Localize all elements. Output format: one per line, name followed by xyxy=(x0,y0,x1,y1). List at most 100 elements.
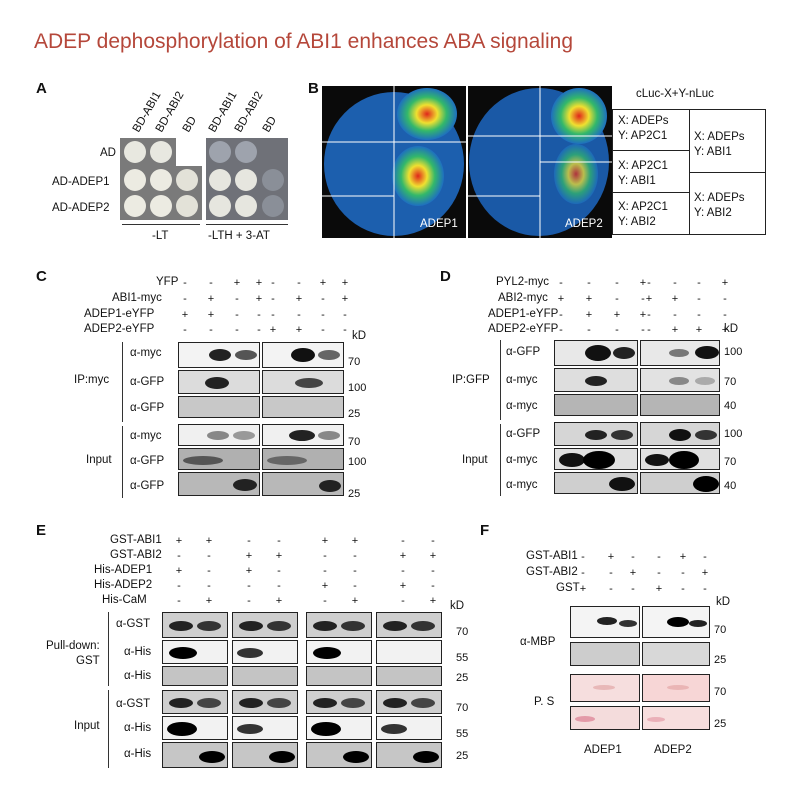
condition-symbol: + xyxy=(351,535,359,547)
condition-symbol: - xyxy=(277,535,281,547)
condition-symbol: - xyxy=(353,580,357,592)
kd-label: kD xyxy=(716,596,731,608)
condition-symbol: + xyxy=(245,565,253,577)
condition-symbol: - xyxy=(647,324,651,336)
blot-strip xyxy=(554,448,638,470)
condition-label: ADEP2-eYFP xyxy=(84,323,155,335)
condition-symbol: + xyxy=(175,535,183,547)
condition-symbol: - xyxy=(581,551,585,563)
mw-marker: 25 xyxy=(456,750,469,762)
key-cell: X: AP2C1 xyxy=(618,160,668,172)
condition-label: GST-ABI2 xyxy=(526,566,578,578)
condition-symbol: - xyxy=(615,293,619,305)
condition-symbol: + xyxy=(613,309,621,321)
condition-symbol: - xyxy=(177,580,181,592)
stain-strip xyxy=(642,706,710,730)
condition-symbol: - xyxy=(323,595,327,607)
group-label: Pull-down: xyxy=(46,640,100,652)
blot-strip xyxy=(376,666,442,686)
condition-symbol: - xyxy=(657,551,661,563)
blot-strip xyxy=(162,612,228,638)
blot-strip xyxy=(570,642,640,666)
key-cell: X: ADEPs xyxy=(694,131,745,143)
antibody-label: α-myc xyxy=(506,400,538,412)
condition-symbol: + xyxy=(341,277,349,289)
panel-a-label: A xyxy=(36,80,47,97)
antibody-label: α-GFP xyxy=(506,346,541,358)
condition-symbol: - xyxy=(235,309,239,321)
blot-strip xyxy=(162,666,228,686)
panel-d-label: D xyxy=(440,268,451,285)
condition-symbol: - xyxy=(697,293,701,305)
antibody-label: α-His xyxy=(124,646,152,658)
mw-marker: 100 xyxy=(724,346,743,358)
blot-strip xyxy=(262,396,344,418)
group-label: Input xyxy=(86,454,112,466)
mw-marker: 70 xyxy=(714,686,727,698)
antibody-label: α-GST xyxy=(116,698,151,710)
condition-symbol: + xyxy=(639,309,647,321)
row-label: AD-ADEP1 xyxy=(52,176,110,188)
mw-marker: 70 xyxy=(724,376,737,388)
condition-label: ADEP2-eYFP xyxy=(488,323,559,335)
condition-symbol: - xyxy=(353,550,357,562)
condition-symbol: - xyxy=(723,309,727,321)
blot-strip xyxy=(232,742,298,768)
condition-symbol: - xyxy=(673,309,677,321)
condition-label: His-CaM xyxy=(102,594,147,606)
panel-f-label: F xyxy=(480,522,490,539)
mw-marker: 55 xyxy=(456,652,469,664)
lane-group-label: ADEP1 xyxy=(584,744,622,756)
condition-symbol: + xyxy=(679,551,687,563)
panel-b-label: B xyxy=(308,80,319,97)
condition-symbol: - xyxy=(247,595,251,607)
condition-symbol: + xyxy=(429,595,437,607)
group-label: Input xyxy=(74,720,100,732)
blot-strip xyxy=(162,640,228,664)
panel-c-label: C xyxy=(36,268,47,285)
mw-marker: 70 xyxy=(348,436,361,448)
condition-symbol: - xyxy=(207,550,211,562)
condition-label: YFP xyxy=(156,276,179,288)
blot-strip xyxy=(178,396,260,418)
antibody-label: α-GFP xyxy=(130,455,165,467)
key-cell: Y: ABI1 xyxy=(694,146,732,158)
mw-marker: 25 xyxy=(348,408,361,420)
condition-symbol: + xyxy=(701,567,709,579)
col-header: BD xyxy=(180,114,200,135)
condition-symbol: + xyxy=(255,293,263,305)
condition-label: ADEP1-eYFP xyxy=(488,308,559,320)
mw-marker: 70 xyxy=(714,624,727,636)
group-label: IP:myc xyxy=(74,374,110,386)
antibody-label: α-GFP xyxy=(130,480,165,492)
antibody-label: α-GFP xyxy=(130,402,165,414)
condition-symbol: + xyxy=(655,583,663,595)
condition-symbol: + xyxy=(607,551,615,563)
condition-symbol: - xyxy=(641,293,645,305)
condition-symbol: - xyxy=(647,309,651,321)
blot-strip xyxy=(162,742,228,768)
condition-symbol: - xyxy=(431,565,435,577)
condition-symbol: + xyxy=(205,595,213,607)
blot-strip xyxy=(376,640,442,664)
condition-symbol: - xyxy=(401,565,405,577)
condition-symbol: - xyxy=(401,535,405,547)
mw-marker: 100 xyxy=(348,456,367,468)
condition-symbol: - xyxy=(209,277,213,289)
condition-symbol: - xyxy=(559,309,563,321)
condition-symbol: - xyxy=(343,324,347,336)
group-label: GST xyxy=(76,655,100,667)
key-cell: X: ADEPs xyxy=(694,192,745,204)
condition-symbol: - xyxy=(631,583,635,595)
blot-strip xyxy=(570,606,640,638)
medium-label: -LT xyxy=(152,230,169,242)
condition-symbol: + xyxy=(295,293,303,305)
condition-symbol: - xyxy=(277,580,281,592)
condition-symbol: - xyxy=(587,277,591,289)
condition-symbol: - xyxy=(559,277,563,289)
blot-strip xyxy=(306,640,372,664)
condition-symbol: + xyxy=(319,277,327,289)
condition-symbol: + xyxy=(181,309,189,321)
luciferase-leaf-images xyxy=(322,86,612,238)
condition-symbol: - xyxy=(703,583,707,595)
